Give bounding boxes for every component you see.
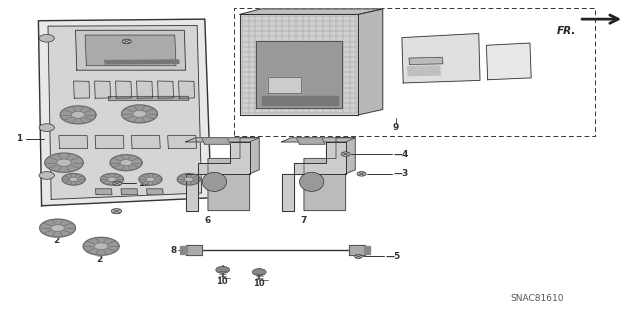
Polygon shape (179, 81, 195, 98)
Polygon shape (38, 19, 211, 206)
Polygon shape (136, 81, 152, 98)
Text: 9: 9 (392, 123, 399, 132)
Polygon shape (62, 174, 85, 185)
Polygon shape (364, 250, 370, 252)
Polygon shape (95, 136, 124, 148)
Circle shape (120, 160, 132, 166)
Circle shape (132, 110, 147, 117)
Polygon shape (157, 81, 173, 98)
Polygon shape (131, 136, 160, 148)
Polygon shape (186, 245, 202, 255)
Polygon shape (168, 136, 196, 148)
Ellipse shape (202, 172, 227, 191)
Polygon shape (486, 43, 531, 80)
Circle shape (111, 209, 122, 214)
Polygon shape (186, 138, 259, 142)
Text: —4: —4 (394, 150, 409, 159)
Polygon shape (208, 138, 259, 211)
Polygon shape (85, 35, 176, 65)
Circle shape (122, 39, 131, 44)
Text: 7: 7 (301, 216, 307, 225)
Polygon shape (180, 253, 187, 254)
Text: —11: —11 (156, 37, 177, 46)
Polygon shape (304, 138, 355, 211)
Polygon shape (349, 245, 365, 255)
Polygon shape (240, 9, 383, 14)
Ellipse shape (300, 172, 324, 191)
Text: FR.: FR. (557, 26, 576, 35)
Polygon shape (83, 237, 119, 255)
Polygon shape (76, 30, 186, 70)
Text: 12: 12 (138, 179, 150, 188)
Polygon shape (74, 81, 90, 98)
Polygon shape (147, 189, 163, 195)
Circle shape (39, 124, 54, 131)
Circle shape (39, 34, 54, 42)
Polygon shape (409, 57, 443, 64)
Polygon shape (108, 96, 189, 100)
Polygon shape (282, 142, 346, 211)
Circle shape (108, 177, 116, 182)
Circle shape (94, 243, 108, 250)
Polygon shape (180, 248, 187, 250)
Polygon shape (104, 60, 179, 64)
Polygon shape (296, 138, 325, 144)
Polygon shape (180, 246, 187, 248)
Text: SNAC81610: SNAC81610 (511, 294, 564, 303)
Circle shape (184, 177, 193, 182)
Polygon shape (45, 153, 83, 172)
Polygon shape (139, 174, 162, 185)
Text: 10: 10 (253, 279, 264, 288)
Circle shape (71, 111, 85, 118)
Circle shape (357, 172, 366, 176)
Polygon shape (59, 136, 88, 148)
Polygon shape (40, 219, 76, 237)
Circle shape (355, 255, 362, 258)
Polygon shape (240, 14, 358, 115)
Polygon shape (262, 96, 338, 105)
Polygon shape (60, 106, 96, 124)
Polygon shape (202, 138, 230, 144)
Polygon shape (100, 174, 124, 185)
Polygon shape (95, 81, 111, 98)
Polygon shape (364, 246, 370, 248)
Polygon shape (364, 253, 370, 254)
Polygon shape (282, 138, 355, 142)
Circle shape (69, 177, 78, 182)
Polygon shape (408, 66, 440, 76)
Polygon shape (116, 81, 132, 98)
Circle shape (216, 266, 230, 273)
Polygon shape (95, 189, 112, 195)
Polygon shape (358, 9, 383, 115)
Text: 2: 2 (53, 236, 60, 245)
Polygon shape (122, 105, 157, 123)
Text: 2: 2 (97, 255, 103, 263)
Polygon shape (177, 174, 200, 185)
Text: 8: 8 (170, 246, 177, 255)
Text: —3: —3 (394, 169, 409, 178)
Circle shape (51, 225, 65, 232)
Circle shape (146, 177, 155, 182)
Text: 1: 1 (16, 134, 22, 143)
Text: —5: —5 (386, 252, 401, 261)
Polygon shape (186, 142, 250, 211)
Polygon shape (121, 189, 138, 195)
Polygon shape (268, 77, 301, 93)
Polygon shape (364, 248, 370, 250)
Polygon shape (110, 155, 142, 171)
Circle shape (113, 181, 122, 186)
Circle shape (252, 269, 266, 276)
Polygon shape (48, 26, 202, 199)
Polygon shape (402, 33, 480, 83)
Text: 6: 6 (205, 216, 211, 225)
Circle shape (341, 152, 350, 156)
Text: 10: 10 (216, 277, 228, 286)
Polygon shape (180, 250, 187, 252)
Circle shape (57, 159, 71, 166)
Polygon shape (256, 41, 342, 108)
Circle shape (39, 172, 54, 179)
